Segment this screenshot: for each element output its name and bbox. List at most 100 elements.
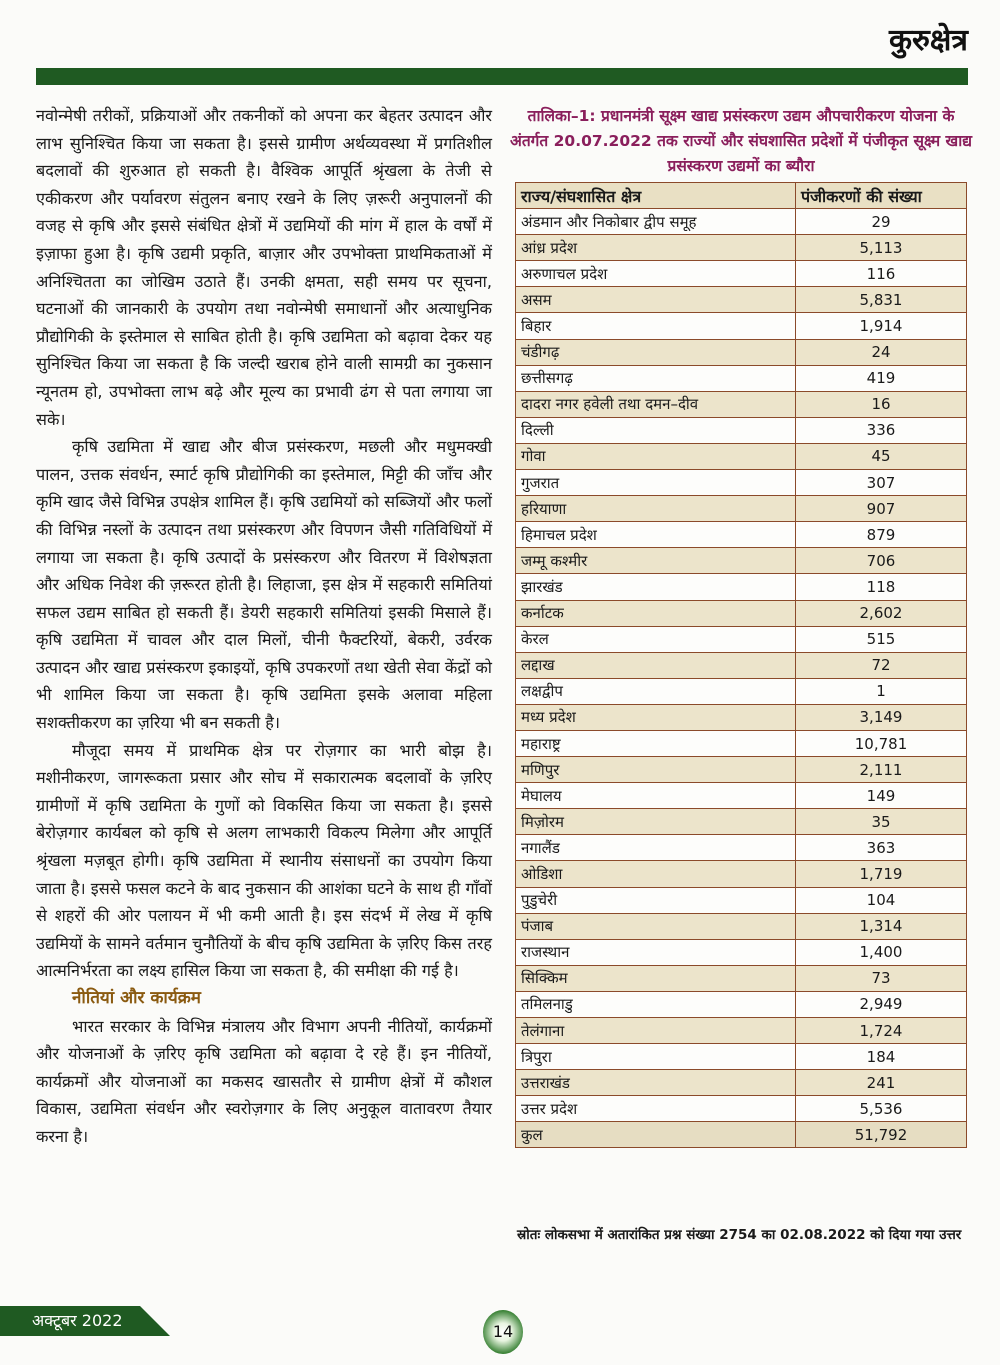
count-cell: 2,602 (795, 599, 967, 627)
count-cell: 149 (795, 782, 967, 810)
state-cell: हिमाचल प्रदेश (515, 521, 796, 549)
issue-month: अक्टूबर 2022 (0, 1306, 170, 1336)
table-row: केरल 515 (515, 625, 967, 653)
state-cell: पुडुचेरी (515, 886, 796, 914)
state-cell: तेलंगाना (515, 1016, 796, 1045)
state-cell: गोवा (515, 442, 796, 471)
state-cell: मिज़ोरम (515, 808, 796, 836)
count-cell: 307 (795, 469, 967, 497)
state-cell: बिहार (515, 312, 796, 340)
state-cell: राजस्थान (515, 938, 796, 966)
column-header: राज्य/संघशासित क्षेत्र (515, 181, 796, 210)
state-cell: मध्य प्रदेश (515, 703, 796, 731)
header-bar (36, 68, 968, 85)
table-row: मध्य प्रदेश 3,149 (515, 703, 967, 731)
table-row: छत्तीसगढ़ 419 (515, 364, 967, 392)
count-cell: 5,113 (795, 234, 967, 262)
state-cell: लद्दाख (515, 651, 796, 679)
state-cell: कर्नाटक (515, 599, 796, 627)
table-row: जम्मू कश्मीर 706 (515, 547, 967, 575)
paragraph: मौजूदा समय में प्राथमिक क्षेत्र पर रोज़ग… (36, 740, 492, 981)
table-row: महाराष्ट्र 10,781 (515, 729, 967, 758)
state-cell: छत्तीसगढ़ (515, 364, 796, 392)
count-cell: 45 (795, 442, 967, 471)
count-cell: 1 (795, 677, 967, 705)
table-caption: तालिका–1: प्रधानमंत्री सूक्ष्म खाद्य प्र… (510, 107, 972, 175)
table-row: लद्दाख 72 (515, 651, 967, 679)
count-cell: 3,149 (795, 703, 967, 731)
count-cell: 72 (795, 651, 967, 679)
state-cell: ओडिशा (515, 860, 796, 888)
count-cell: 241 (795, 1069, 967, 1097)
count-cell: 515 (795, 625, 967, 653)
table-row: दादरा नगर हवेली तथा दमन–दीव 16 (515, 390, 967, 418)
state-cell: पंजाब (515, 912, 796, 940)
article-body: नवोन्मेषी तरीकों, प्रक्रियाओं और तकनीकों… (36, 102, 492, 1151)
state-cell: तमिलनाडु (515, 990, 796, 1019)
count-cell: 2,111 (795, 756, 967, 784)
column-header: पंजीकरणों की संख्या (795, 181, 967, 210)
table-row: झारखंड 118 (515, 573, 967, 601)
state-cell: सिक्किम (515, 964, 796, 992)
count-cell: 104 (795, 886, 967, 914)
state-cell: मेघालय (515, 782, 796, 810)
table-row: अंडमान और निकोबार द्वीप समूह 29 (515, 208, 967, 236)
table-row: गुजरात 307 (515, 469, 967, 497)
table-row: हरियाणा 907 (515, 495, 967, 523)
state-cell: अरुणाचल प्रदेश (515, 260, 796, 288)
count-cell: 184 (795, 1043, 967, 1071)
count-cell: 116 (795, 260, 967, 288)
count-cell: 706 (795, 547, 967, 575)
table-row: आंध्र प्रदेश 5,113 (515, 234, 967, 262)
paragraph: भारत सरकार के विभिन्न मंत्रालय और विभाग … (36, 1016, 492, 1146)
table-row: उत्तर प्रदेश 5,536 (515, 1095, 967, 1123)
table-row: गोवा 45 (515, 442, 967, 471)
count-cell: 24 (795, 338, 967, 366)
table-row: मेघालय 149 (515, 782, 967, 810)
count-cell: 16 (795, 390, 967, 418)
state-cell: जम्मू कश्मीर (515, 547, 796, 575)
state-cell: आंध्र प्रदेश (515, 234, 796, 262)
table-row: त्रिपुरा 184 (515, 1043, 967, 1071)
state-cell: हरियाणा (515, 495, 796, 523)
count-cell: 336 (795, 416, 967, 444)
table-row: उत्तराखंड 241 (515, 1069, 967, 1097)
count-cell: 363 (795, 834, 967, 862)
state-cell: त्रिपुरा (515, 1043, 796, 1071)
count-cell: 907 (795, 495, 967, 523)
subheading: नीतियां और कार्यक्रम (72, 988, 201, 1008)
table-row: कर्नाटक 2,602 (515, 599, 967, 627)
state-cell: चंडीगढ़ (515, 338, 796, 366)
count-cell: 1,314 (795, 912, 967, 940)
total-row: कुल 51,792 (515, 1121, 967, 1149)
count-cell: 1,400 (795, 938, 967, 966)
count-cell: 10,781 (795, 729, 967, 758)
count-cell: 5,831 (795, 286, 967, 314)
table-row: लक्षद्वीप 1 (515, 677, 967, 705)
count-cell: 118 (795, 573, 967, 601)
table-row: मणिपुर 2,111 (515, 756, 967, 784)
table-row: तेलंगाना 1,724 (515, 1016, 967, 1045)
count-cell: 51,792 (795, 1121, 967, 1149)
table-row: सिक्किम 73 (515, 964, 967, 992)
state-cell: केरल (515, 625, 796, 653)
table-row: ओडिशा 1,719 (515, 860, 967, 888)
state-cell: उत्तर प्रदेश (515, 1095, 796, 1123)
count-cell: 1,914 (795, 312, 967, 340)
table-row: दिल्ली 336 (515, 416, 967, 444)
table-row: नगालैंड 363 (515, 834, 967, 862)
count-cell: 419 (795, 364, 967, 392)
count-cell: 5,536 (795, 1095, 967, 1123)
count-cell: 29 (795, 208, 967, 236)
count-cell: 1,724 (795, 1016, 967, 1045)
table-row: हिमाचल प्रदेश 879 (515, 521, 967, 549)
table-row: अरुणाचल प्रदेश 116 (515, 260, 967, 288)
table-row: पुडुचेरी 104 (515, 886, 967, 914)
state-cell: दादरा नगर हवेली तथा दमन–दीव (515, 390, 796, 418)
table-row: मिज़ोरम 35 (515, 808, 967, 836)
count-cell: 73 (795, 964, 967, 992)
count-cell: 1,719 (795, 860, 967, 888)
state-cell: उत्तराखंड (515, 1069, 796, 1097)
registrations-table: राज्य/संघशासित क्षेत्र पंजीकरणों की संख्… (515, 181, 967, 1149)
state-cell: लक्षद्वीप (515, 677, 796, 705)
